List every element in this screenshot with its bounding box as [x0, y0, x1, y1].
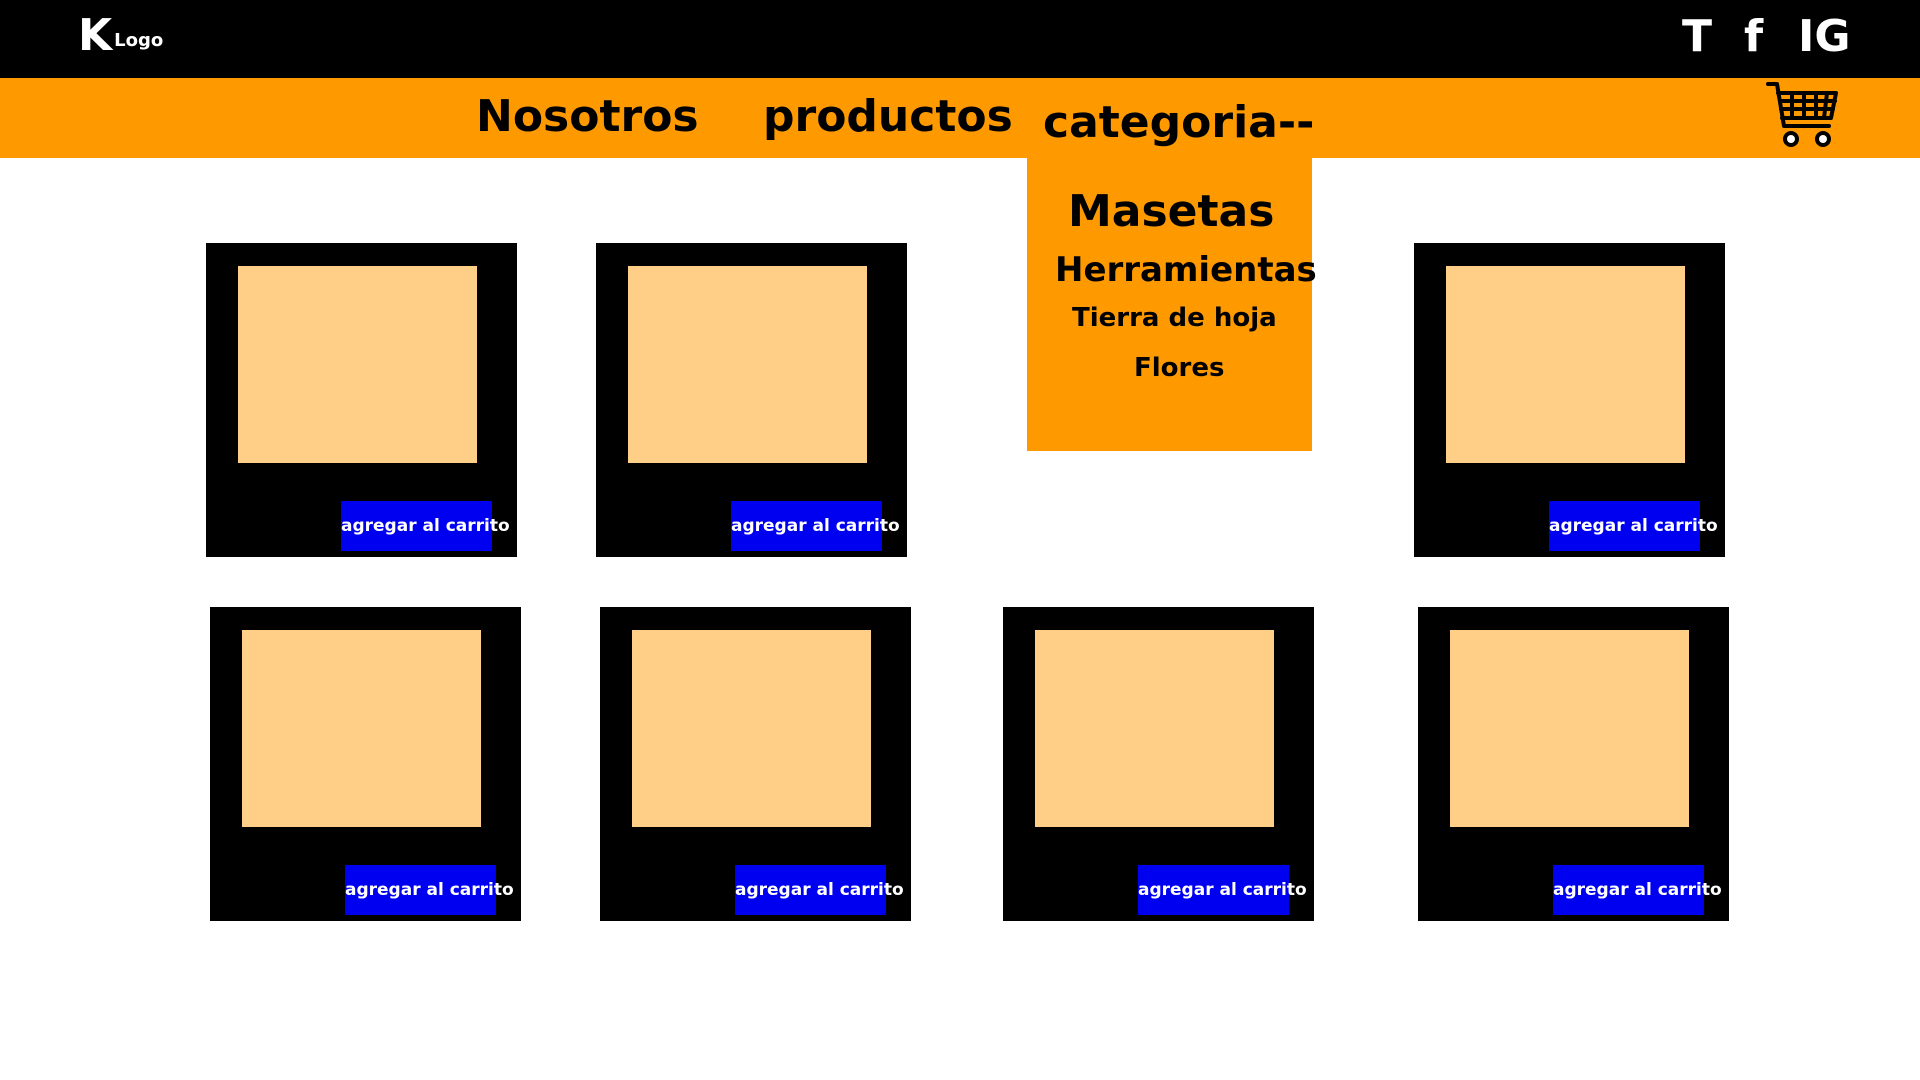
dropdown-item-herramientas[interactable]: Herramientas	[1055, 250, 1317, 290]
add-to-cart-button[interactable]: agregar al carrito	[735, 865, 904, 915]
add-to-cart-button[interactable]: agregar al carrito	[1549, 501, 1718, 551]
nav-item-categoria-dropdown[interactable]: categoria--	[1043, 97, 1315, 148]
product-image[interactable]	[242, 630, 481, 827]
dropdown-item-masetas[interactable]: Masetas	[1068, 186, 1275, 237]
dropdown-item-tierra-de-hoja[interactable]: Tierra de hoja	[1072, 303, 1277, 333]
product-image[interactable]	[632, 630, 871, 827]
product-card: agregar al carrito	[600, 607, 911, 921]
top-bar	[0, 0, 1920, 78]
logo-text: Logo	[114, 30, 164, 51]
add-to-cart-button[interactable]: agregar al carrito	[731, 501, 900, 551]
product-card: agregar al carrito	[1414, 243, 1725, 557]
product-image[interactable]	[1446, 266, 1685, 463]
nav-item-productos[interactable]: productos	[763, 91, 1013, 142]
product-image[interactable]	[628, 266, 867, 463]
product-image[interactable]	[1035, 630, 1274, 827]
product-card: agregar al carrito	[206, 243, 517, 557]
dropdown-item-flores[interactable]: Flores	[1134, 353, 1225, 383]
product-card: agregar al carrito	[1418, 607, 1729, 921]
categoria-dropdown-menu	[1027, 158, 1312, 451]
instagram-icon[interactable]: IG	[1798, 11, 1851, 62]
nav-item-nosotros[interactable]: Nosotros	[476, 91, 699, 142]
product-image[interactable]	[1450, 630, 1689, 827]
add-to-cart-button[interactable]: agregar al carrito	[341, 501, 510, 551]
facebook-icon[interactable]: f	[1744, 11, 1764, 62]
twitter-icon[interactable]: T	[1682, 11, 1713, 62]
add-to-cart-button[interactable]: agregar al carrito	[1553, 865, 1722, 915]
add-to-cart-button[interactable]: agregar al carrito	[345, 865, 514, 915]
product-card: agregar al carrito	[210, 607, 521, 921]
product-image[interactable]	[238, 266, 477, 463]
product-card: agregar al carrito	[596, 243, 907, 557]
shopping-cart-icon[interactable]	[1765, 80, 1841, 152]
product-card: agregar al carrito	[1003, 607, 1314, 921]
add-to-cart-button[interactable]: agregar al carrito	[1138, 865, 1307, 915]
nav-bar	[0, 78, 1920, 158]
logo-mark: K	[78, 10, 113, 61]
site-logo[interactable]: K Logo	[78, 14, 163, 58]
